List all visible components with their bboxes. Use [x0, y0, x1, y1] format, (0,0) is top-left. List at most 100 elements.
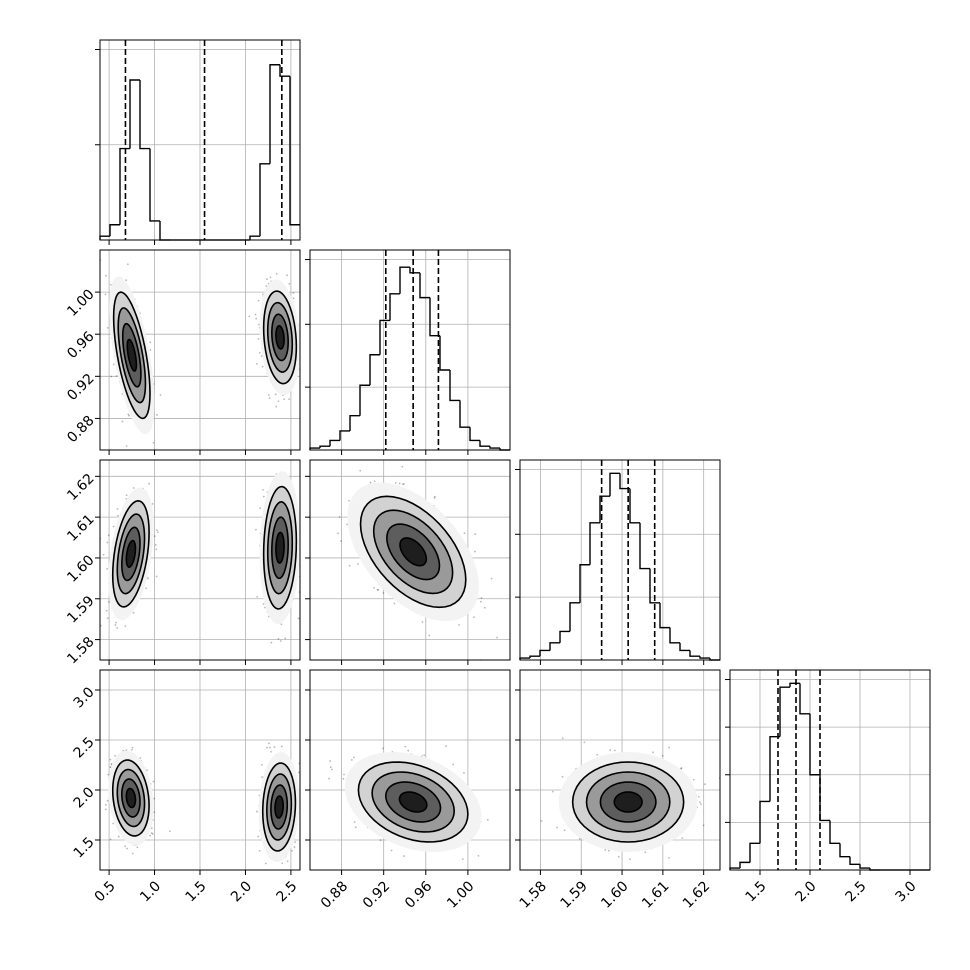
- hist-bin-3-12: [849, 856, 860, 865]
- sample-point-1-0-456: [132, 611, 135, 614]
- sample-point-2-0-84: [373, 480, 376, 483]
- sample-point-2-0-562: [483, 606, 486, 609]
- x-tick-label-3-0: 1.5: [743, 878, 770, 905]
- density-panel-4: [309, 669, 511, 871]
- density-group-2: [347, 482, 479, 622]
- sample-point-5-0-109: [578, 837, 581, 840]
- contour-line-5-0-0: [613, 791, 643, 813]
- sample-point-4-0-616: [452, 763, 455, 766]
- sample-point-3-1-72: [291, 849, 293, 852]
- hist-bin-0-0: [99, 235, 110, 240]
- contour-line-3-0-1: [121, 778, 141, 818]
- sample-point-5-0-0: [652, 751, 655, 754]
- hist-bin-0-3: [129, 79, 140, 149]
- sample-point-4-0-252: [330, 768, 333, 771]
- hist-bin-2-3: [549, 642, 560, 651]
- sample-point-1-1-383: [262, 488, 264, 491]
- sample-point-5-0-490: [668, 856, 670, 859]
- density-group-5: [558, 752, 698, 852]
- sample-point-5-0-40: [604, 849, 607, 851]
- sample-point-0-1-419: [255, 362, 258, 365]
- sample-point-1-0-477: [115, 621, 117, 624]
- hist-bin-1-11: [419, 272, 430, 299]
- sample-point-2-0-81: [428, 634, 431, 637]
- contour-line-1-0-0: [125, 539, 137, 568]
- x-tick-label-2-3: 1.61: [639, 878, 672, 911]
- contour-line-0-0-3: [112, 291, 151, 420]
- sample-point-1-1-39: [259, 507, 262, 510]
- contour-line-1-1-1: [271, 516, 289, 580]
- sample-point-2-0-559: [433, 495, 436, 498]
- sample-point-3-0-40: [168, 830, 171, 833]
- sample-point-2-0-479: [463, 532, 466, 534]
- density-group-0: [109, 276, 300, 435]
- sample-point-4-0-537: [423, 754, 426, 757]
- sample-point-4-0-513: [328, 777, 331, 780]
- sample-point-2-0-115: [473, 616, 475, 619]
- contour-line-0-1-3: [262, 290, 298, 385]
- sample-point-4-0-249: [342, 777, 345, 780]
- contour-line-4-0-2: [371, 771, 456, 833]
- sample-point-3-0-500: [146, 769, 148, 772]
- hist-bin-1-10: [409, 267, 420, 274]
- hist-bin-2-4: [559, 630, 570, 643]
- contour-line-0-1-0: [275, 325, 285, 350]
- sample-point-3-1-601: [256, 810, 258, 813]
- sample-point-0-0-262: [121, 420, 124, 423]
- sample-point-3-0-136: [130, 748, 133, 751]
- contour-line-2-0-3: [359, 495, 467, 609]
- sample-point-1-0-22: [156, 531, 159, 534]
- sample-point-0-1-610: [269, 276, 272, 279]
- sample-point-1-1-93: [262, 602, 265, 605]
- sample-point-3-0-74: [107, 773, 110, 776]
- sample-point-5-0-201: [551, 790, 554, 793]
- y-tick-label-2-3: 1.61: [64, 511, 97, 544]
- sample-point-0-0-538: [159, 394, 162, 396]
- sample-point-3-1-352: [275, 879, 277, 881]
- sample-point-3-0-509: [124, 845, 127, 848]
- sample-point-0-1-33: [255, 317, 258, 320]
- sample-point-5-0-578: [668, 746, 670, 749]
- sample-point-3-1-478: [294, 841, 296, 844]
- sample-point-2-0-189: [393, 602, 396, 605]
- hist-bin-3-11: [839, 843, 850, 858]
- sample-point-1-1-29: [270, 641, 273, 644]
- x-tick-label-1-3: 1.00: [444, 878, 477, 911]
- sample-point-4-0-636: [402, 855, 405, 857]
- hist-bin-0-16: [259, 163, 270, 237]
- sample-point-0-1-480: [268, 397, 271, 399]
- sample-point-0-0-531: [152, 441, 155, 444]
- sample-point-0-1-573: [288, 282, 291, 285]
- sample-point-0-1-58: [258, 351, 261, 354]
- hist-bin-0-1: [109, 224, 120, 237]
- sample-point-2-0-448: [496, 636, 498, 639]
- sample-point-3-1-115: [268, 742, 270, 745]
- hist-bin-3-13: [859, 864, 870, 869]
- hist-bin-1-15: [459, 400, 470, 428]
- sample-point-3-1-403: [281, 862, 284, 865]
- contour-line-4-0-0: [398, 791, 428, 813]
- sample-point-2-0-169: [377, 588, 380, 591]
- hist-bin-1-1: [319, 445, 330, 449]
- hist-bin-2-14: [659, 602, 670, 629]
- sample-point-3-0-162: [153, 811, 156, 814]
- hist-bin-3-2: [749, 842, 760, 863]
- x-tick-label-3-2: 2.5: [843, 878, 870, 905]
- x-tick-label-1-0: 0.88: [318, 878, 351, 911]
- hist-bin-2-7: [589, 522, 600, 565]
- sample-point-3-1-262: [270, 750, 272, 753]
- hist-bin-1-9: [399, 266, 410, 294]
- sample-point-4-0-264: [445, 745, 448, 748]
- hist-bin-3-3: [759, 800, 770, 844]
- sample-point-1-0-180: [145, 587, 147, 590]
- contour-line-0-0-0: [126, 338, 138, 372]
- sample-point-2-0-507: [369, 481, 372, 484]
- sample-point-0-0-497: [115, 375, 118, 377]
- y-tick-label-3-2: 2.5: [71, 734, 98, 761]
- sample-point-5-0-123: [680, 767, 683, 769]
- y-tick-label-1-3: 1.00: [64, 286, 97, 319]
- contour-line-0-0-2: [117, 307, 147, 404]
- sample-point-1-1-405: [262, 495, 265, 498]
- x-tick-label-2-1: 1.59: [557, 878, 590, 911]
- sample-point-1-1-4: [264, 606, 266, 609]
